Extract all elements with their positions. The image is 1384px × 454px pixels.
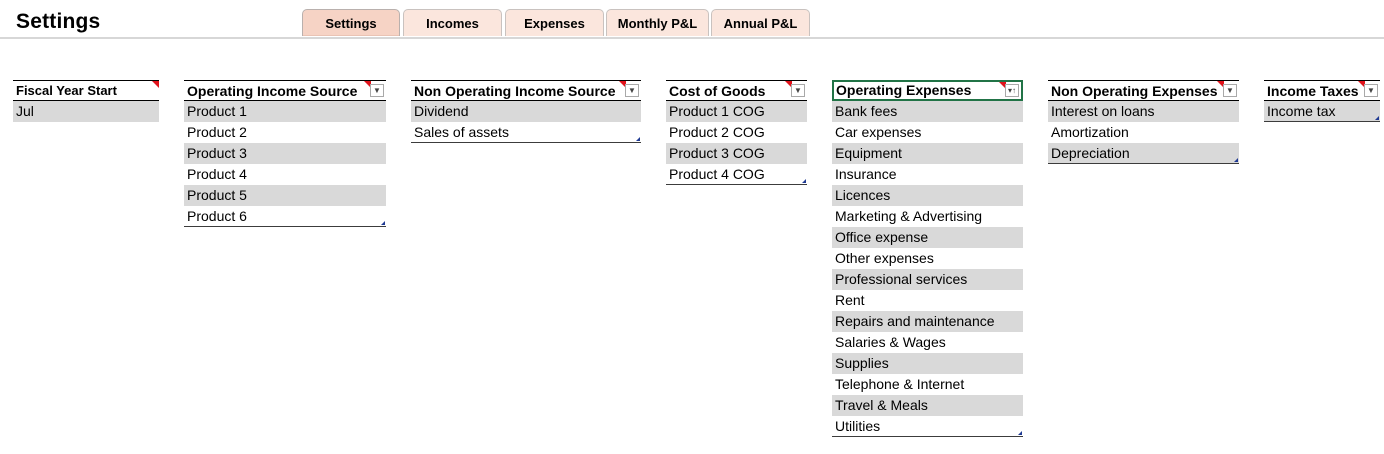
header-divider bbox=[0, 37, 1384, 39]
comment-indicator-icon bbox=[1217, 81, 1224, 88]
list-item-label: Income tax bbox=[1267, 103, 1336, 119]
cost-of-goods-header[interactable]: Cost of Goods ▼ bbox=[666, 80, 807, 101]
page-title: Settings bbox=[16, 10, 101, 33]
tab-settings[interactable]: Settings bbox=[302, 9, 400, 36]
list-item[interactable]: Product 4 COG bbox=[666, 164, 807, 185]
list-item[interactable]: Rent bbox=[835, 292, 865, 308]
dropdown-arrow-icon[interactable]: ▼ bbox=[625, 84, 639, 97]
list-item[interactable]: Professional services bbox=[832, 269, 1023, 290]
dropdown-arrow-icon[interactable]: ▼ bbox=[1223, 84, 1237, 97]
resize-handle-icon[interactable] bbox=[381, 221, 385, 225]
fiscal-year-header-label: Fiscal Year Start bbox=[16, 83, 117, 98]
income-taxes-table: Income Taxes ▼ Income tax bbox=[1264, 80, 1380, 122]
fiscal-year-value[interactable]: Jul bbox=[13, 101, 159, 122]
list-item[interactable]: Supplies bbox=[832, 353, 1023, 374]
operating-expenses-header-label: Operating Expenses bbox=[836, 82, 972, 98]
list-item[interactable]: Product 1 bbox=[184, 101, 386, 122]
operating-expenses-table: Operating Expenses ▾↑ Bank fees Car expe… bbox=[832, 80, 1023, 437]
list-item-label: Product 4 COG bbox=[669, 166, 765, 182]
fiscal-year-table: Fiscal Year Start Jul bbox=[13, 80, 159, 122]
dropdown-arrow-icon[interactable]: ▼ bbox=[791, 84, 805, 97]
list-item[interactable]: Product 6 bbox=[184, 206, 386, 227]
list-item[interactable]: Office expense bbox=[832, 227, 1023, 248]
operating-income-table: Operating Income Source ▼ Product 1 Prod… bbox=[184, 80, 386, 227]
resize-handle-icon[interactable] bbox=[636, 137, 640, 141]
non-operating-expenses-header[interactable]: Non Operating Expenses ▼ bbox=[1048, 80, 1239, 101]
comment-indicator-icon bbox=[364, 81, 371, 88]
dropdown-arrow-icon[interactable]: ▼ bbox=[1364, 84, 1378, 97]
list-item[interactable]: Product 2 COG bbox=[669, 124, 765, 140]
comment-indicator-icon bbox=[619, 81, 626, 88]
fiscal-year-header[interactable]: Fiscal Year Start bbox=[13, 80, 159, 101]
list-item[interactable]: Product 2 bbox=[187, 124, 247, 140]
list-item[interactable]: Travel & Meals bbox=[832, 395, 1023, 416]
list-item[interactable]: Income tax bbox=[1264, 101, 1380, 122]
list-item[interactable]: Product 5 bbox=[184, 185, 386, 206]
list-item[interactable]: Marketing & Advertising bbox=[835, 208, 983, 224]
tab-incomes[interactable]: Incomes bbox=[403, 9, 502, 36]
income-taxes-header-label: Income Taxes bbox=[1267, 83, 1359, 99]
list-item[interactable]: Repairs and maintenance bbox=[832, 311, 1023, 332]
list-item[interactable]: Utilities bbox=[832, 416, 1023, 437]
comment-indicator-icon bbox=[999, 82, 1006, 89]
non-operating-income-table: Non Operating Income Source ▼ Dividend S… bbox=[411, 80, 641, 143]
non-operating-income-header[interactable]: Non Operating Income Source ▼ bbox=[411, 80, 641, 101]
list-item[interactable]: Equipment bbox=[832, 143, 1023, 164]
cost-of-goods-table: Cost of Goods ▼ Product 1 COG Product 2 … bbox=[666, 80, 807, 185]
resize-handle-icon[interactable] bbox=[802, 179, 806, 183]
cost-of-goods-header-label: Cost of Goods bbox=[669, 83, 766, 99]
list-item[interactable]: Product 3 COG bbox=[666, 143, 807, 164]
list-item[interactable]: Salaries & Wages bbox=[835, 334, 946, 350]
list-item-label: Utilities bbox=[835, 418, 881, 434]
sort-filter-icon[interactable]: ▾↑ bbox=[1005, 84, 1019, 97]
tab-expenses[interactable]: Expenses bbox=[505, 9, 604, 36]
list-item[interactable]: Amortization bbox=[1051, 124, 1129, 140]
comment-indicator-icon bbox=[152, 81, 159, 88]
list-item[interactable]: Other expenses bbox=[835, 250, 934, 266]
tab-annual-pl[interactable]: Annual P&L bbox=[711, 9, 810, 36]
non-operating-expenses-table: Non Operating Expenses ▼ Interest on loa… bbox=[1048, 80, 1239, 164]
list-item-label: Sales of assets bbox=[414, 124, 509, 140]
resize-handle-icon[interactable] bbox=[1234, 158, 1238, 162]
operating-income-header[interactable]: Operating Income Source ▼ bbox=[184, 80, 386, 101]
list-item[interactable]: Licences bbox=[832, 185, 1023, 206]
operating-expenses-header[interactable]: Operating Expenses ▾↑ bbox=[832, 80, 1023, 101]
comment-indicator-icon bbox=[785, 81, 792, 88]
list-item-label: Depreciation bbox=[1051, 145, 1130, 161]
non-operating-income-header-label: Non Operating Income Source bbox=[414, 83, 616, 99]
list-item[interactable]: Insurance bbox=[835, 166, 897, 182]
list-item[interactable]: Product 4 bbox=[187, 166, 247, 182]
operating-income-header-label: Operating Income Source bbox=[187, 83, 358, 99]
list-item[interactable]: Car expenses bbox=[835, 124, 922, 140]
income-taxes-header[interactable]: Income Taxes ▼ bbox=[1264, 80, 1380, 101]
list-item[interactable]: Product 3 bbox=[184, 143, 386, 164]
non-operating-expenses-header-label: Non Operating Expenses bbox=[1051, 83, 1218, 99]
comment-indicator-icon bbox=[1358, 81, 1365, 88]
list-item-label: Product 6 bbox=[187, 208, 247, 224]
dropdown-arrow-icon[interactable]: ▼ bbox=[370, 84, 384, 97]
list-item[interactable]: Interest on loans bbox=[1048, 101, 1239, 122]
list-item[interactable]: Bank fees bbox=[832, 101, 1023, 122]
list-item[interactable]: Telephone & Internet bbox=[835, 376, 965, 392]
resize-handle-icon[interactable] bbox=[1018, 431, 1022, 435]
list-item[interactable]: Product 1 COG bbox=[666, 101, 807, 122]
list-item[interactable]: Depreciation bbox=[1048, 143, 1239, 164]
list-item[interactable]: Sales of assets bbox=[411, 122, 641, 143]
list-item[interactable]: Dividend bbox=[411, 101, 641, 122]
tab-monthly-pl[interactable]: Monthly P&L bbox=[606, 9, 709, 36]
resize-handle-icon[interactable] bbox=[1375, 116, 1379, 120]
